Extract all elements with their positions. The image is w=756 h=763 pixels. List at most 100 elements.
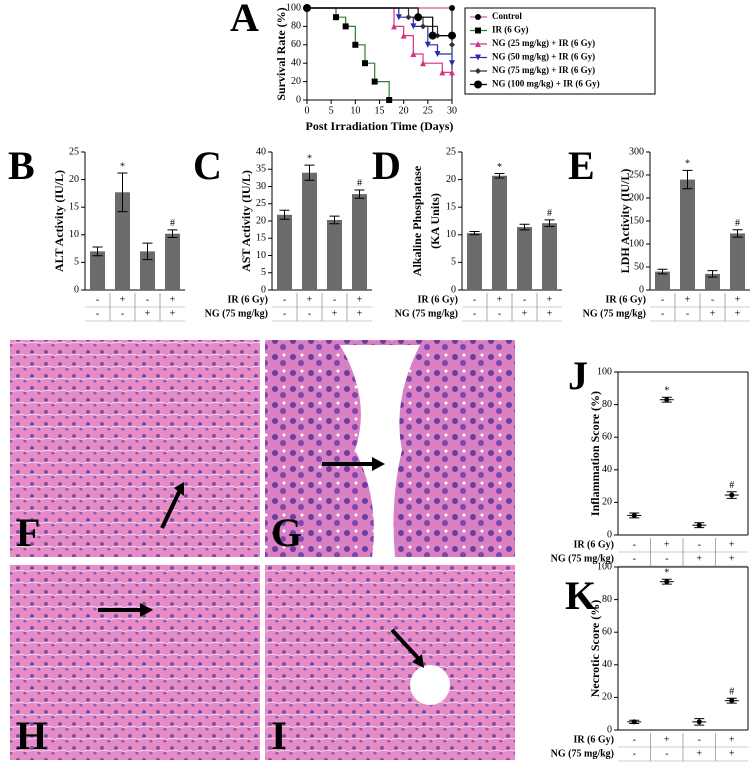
legend-marker — [475, 54, 481, 61]
arrow-head — [174, 482, 184, 496]
condition-label: NG (75 mg/kg) — [583, 308, 646, 319]
y-tick-label: 0 — [639, 284, 644, 295]
error-bar — [657, 268, 668, 275]
error-bar — [469, 230, 480, 236]
bar — [542, 223, 557, 290]
histology-image — [10, 565, 260, 760]
point — [400, 32, 407, 39]
arrow-head — [372, 457, 385, 471]
legend-box — [464, 7, 656, 95]
significance-marker: # — [735, 218, 740, 229]
significance-marker: * — [120, 161, 125, 172]
error-bar — [117, 172, 128, 213]
condition-sign: - — [121, 308, 124, 319]
condition-label: NG (75 mg/kg) — [551, 748, 614, 759]
panel-letter: D — [372, 143, 401, 188]
condition-sign: + — [729, 734, 735, 745]
error-bar — [682, 169, 693, 190]
condition-sign: + — [664, 734, 670, 745]
y-tick-label: 20 — [602, 692, 612, 703]
y-tick-label: 100 — [597, 561, 612, 572]
condition-sign: - — [283, 308, 286, 319]
point — [420, 60, 426, 67]
condition-sign: - — [308, 308, 311, 319]
condition-sign: + — [307, 294, 313, 305]
error-bar — [726, 491, 737, 499]
condition-sign: - — [633, 553, 636, 564]
point — [434, 51, 441, 57]
point — [414, 13, 423, 22]
y-axis-label: Inflammation Score (%) — [588, 391, 602, 516]
point — [410, 23, 417, 30]
error-bar — [519, 223, 530, 231]
condition-sign: - — [633, 748, 636, 759]
survival-line — [307, 7, 452, 73]
y-tick-label: 0 — [74, 284, 79, 295]
arrow — [390, 628, 420, 660]
bar — [352, 194, 367, 290]
error-bar — [629, 512, 640, 519]
condition-sign: + — [332, 308, 338, 319]
error-bar — [694, 718, 705, 726]
survival-line — [307, 7, 452, 37]
y-tick-label: 5 — [261, 267, 266, 278]
significance-marker: # — [729, 687, 734, 698]
y-tick-label: 40 — [256, 146, 266, 157]
bar — [140, 251, 155, 290]
error-bar — [707, 270, 718, 278]
y-axis-label: (KA Units) — [428, 193, 442, 249]
y-tick-label: 80 — [602, 399, 612, 410]
condition-sign: - — [96, 308, 99, 319]
y-tick-label: 300 — [629, 146, 644, 157]
y-tick-label: 15 — [256, 233, 266, 244]
legend-marker — [475, 68, 481, 74]
bar — [492, 175, 507, 290]
y-tick-label: 80 — [291, 21, 301, 32]
condition-sign: + — [522, 308, 528, 319]
bar — [680, 179, 695, 290]
y-tick-label: 0 — [607, 529, 612, 540]
y-tick-label: 0 — [296, 94, 301, 105]
condition-sign: + — [735, 294, 741, 305]
point — [333, 14, 339, 21]
x-tick-label: 5 — [329, 105, 334, 116]
error-bar — [544, 219, 555, 228]
condition-sign: - — [146, 294, 149, 305]
x-tick-label: 20 — [399, 105, 409, 116]
legend-label: NG (100 mg/kg) + IR (6 Gy) — [492, 79, 600, 89]
bar — [277, 214, 292, 290]
condition-sign: - — [473, 294, 476, 305]
y-tick-label: 25 — [69, 146, 79, 157]
legend-marker — [474, 80, 482, 89]
error-bar — [304, 164, 315, 181]
x-tick-label: 25 — [423, 105, 433, 116]
condition-sign: + — [696, 553, 702, 564]
condition-sign: - — [498, 308, 501, 319]
bar — [467, 233, 482, 290]
condition-sign: + — [170, 308, 176, 319]
condition-label: IR (6 Gy) — [227, 294, 268, 305]
legend-marker — [475, 27, 481, 34]
error-bar — [726, 697, 737, 704]
point — [405, 14, 412, 21]
panel-letter: C — [193, 143, 222, 188]
image-label: I — [271, 713, 287, 758]
y-tick-label: 60 — [291, 39, 301, 50]
bar — [327, 219, 342, 290]
survival-line — [307, 7, 390, 100]
error-bar — [732, 229, 743, 238]
bar — [302, 172, 317, 290]
condition-sign: + — [664, 539, 670, 550]
error-bar — [329, 215, 340, 225]
y-tick-label: 40 — [291, 57, 301, 68]
condition-label: IR (6 Gy) — [573, 539, 614, 550]
significance-marker: * — [307, 153, 312, 164]
point — [420, 23, 426, 30]
x-tick-label: 15 — [375, 105, 385, 116]
condition-sign: + — [547, 294, 553, 305]
error-bar — [142, 242, 153, 261]
y-tick-label: 20 — [446, 174, 456, 185]
y-tick-label: 200 — [629, 192, 644, 203]
condition-label: NG (75 mg/kg) — [395, 308, 458, 319]
